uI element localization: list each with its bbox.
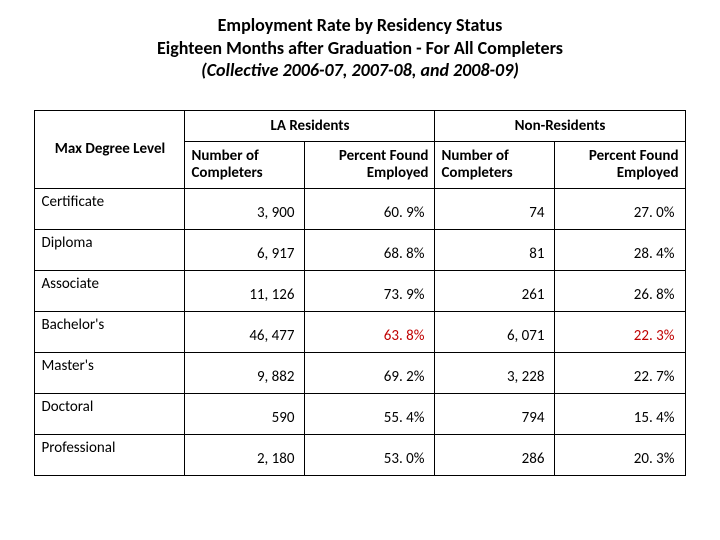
cell-la-num: 3, 900 xyxy=(185,189,305,230)
table-row: Master's9, 88269. 2%3, 22822. 7% xyxy=(35,353,685,394)
title-line-2: Eighteen Months after Graduation - For A… xyxy=(0,37,720,60)
group-header-la: LA Residents xyxy=(185,110,435,141)
subheader-nr-pct: Percent Found Employed xyxy=(555,141,685,189)
cell-la-pct: 69. 2% xyxy=(305,353,435,394)
cell-la-pct: 68. 8% xyxy=(305,230,435,271)
cell-nr-pct: 22. 7% xyxy=(555,353,685,394)
cell-nr-num: 3, 228 xyxy=(435,353,555,394)
group-header-nr: Non-Residents xyxy=(435,110,685,141)
cell-la-pct: 60. 9% xyxy=(305,189,435,230)
row-label: Professional xyxy=(35,435,185,476)
cell-nr-pct: 20. 3% xyxy=(555,435,685,476)
cell-la-pct: 63. 8% xyxy=(305,312,435,353)
row-header-label: Max Degree Level xyxy=(35,110,185,189)
cell-nr-pct: 15. 4% xyxy=(555,394,685,435)
table-row: Diploma6, 91768. 8%8128. 4% xyxy=(35,230,685,271)
cell-la-pct: 73. 9% xyxy=(305,271,435,312)
table-row: Doctoral59055. 4%79415. 4% xyxy=(35,394,685,435)
row-label: Doctoral xyxy=(35,394,185,435)
cell-la-num: 590 xyxy=(185,394,305,435)
cell-la-num: 2, 180 xyxy=(185,435,305,476)
cell-la-num: 46, 477 xyxy=(185,312,305,353)
cell-nr-num: 794 xyxy=(435,394,555,435)
table-header-row-groups: Max Degree Level LA Residents Non-Reside… xyxy=(35,110,685,141)
cell-la-num: 9, 882 xyxy=(185,353,305,394)
cell-nr-num: 286 xyxy=(435,435,555,476)
title-line-3: (Collective 2006-07, 2007-08, and 2008-0… xyxy=(0,59,720,82)
cell-nr-pct: 28. 4% xyxy=(555,230,685,271)
row-label: Diploma xyxy=(35,230,185,271)
subheader-la-pct: Percent Found Employed xyxy=(305,141,435,189)
cell-nr-pct: 26. 8% xyxy=(555,271,685,312)
cell-la-pct: 55. 4% xyxy=(305,394,435,435)
employment-table: Max Degree Level LA Residents Non-Reside… xyxy=(34,110,685,477)
cell-nr-pct: 27. 0% xyxy=(555,189,685,230)
table-row: Associate11, 12673. 9%26126. 8% xyxy=(35,271,685,312)
cell-la-num: 6, 917 xyxy=(185,230,305,271)
cell-nr-num: 81 xyxy=(435,230,555,271)
subheader-la-num: Number of Completers xyxy=(185,141,305,189)
subheader-nr-num: Number of Completers xyxy=(435,141,555,189)
table-row: Bachelor's46, 47763. 8%6, 07122. 3% xyxy=(35,312,685,353)
cell-la-num: 11, 126 xyxy=(185,271,305,312)
row-label: Bachelor's xyxy=(35,312,185,353)
table-row: Professional2, 18053. 0%28620. 3% xyxy=(35,435,685,476)
cell-nr-num: 261 xyxy=(435,271,555,312)
row-label: Associate xyxy=(35,271,185,312)
cell-nr-num: 6, 071 xyxy=(435,312,555,353)
title-block: Employment Rate by Residency Status Eigh… xyxy=(0,0,720,82)
cell-la-pct: 53. 0% xyxy=(305,435,435,476)
cell-nr-pct: 22. 3% xyxy=(555,312,685,353)
table-body: Certificate3, 90060. 9%7427. 0%Diploma6,… xyxy=(35,189,685,476)
table-row: Certificate3, 90060. 9%7427. 0% xyxy=(35,189,685,230)
row-label: Master's xyxy=(35,353,185,394)
row-label: Certificate xyxy=(35,189,185,230)
title-line-1: Employment Rate by Residency Status xyxy=(0,14,720,37)
cell-nr-num: 74 xyxy=(435,189,555,230)
